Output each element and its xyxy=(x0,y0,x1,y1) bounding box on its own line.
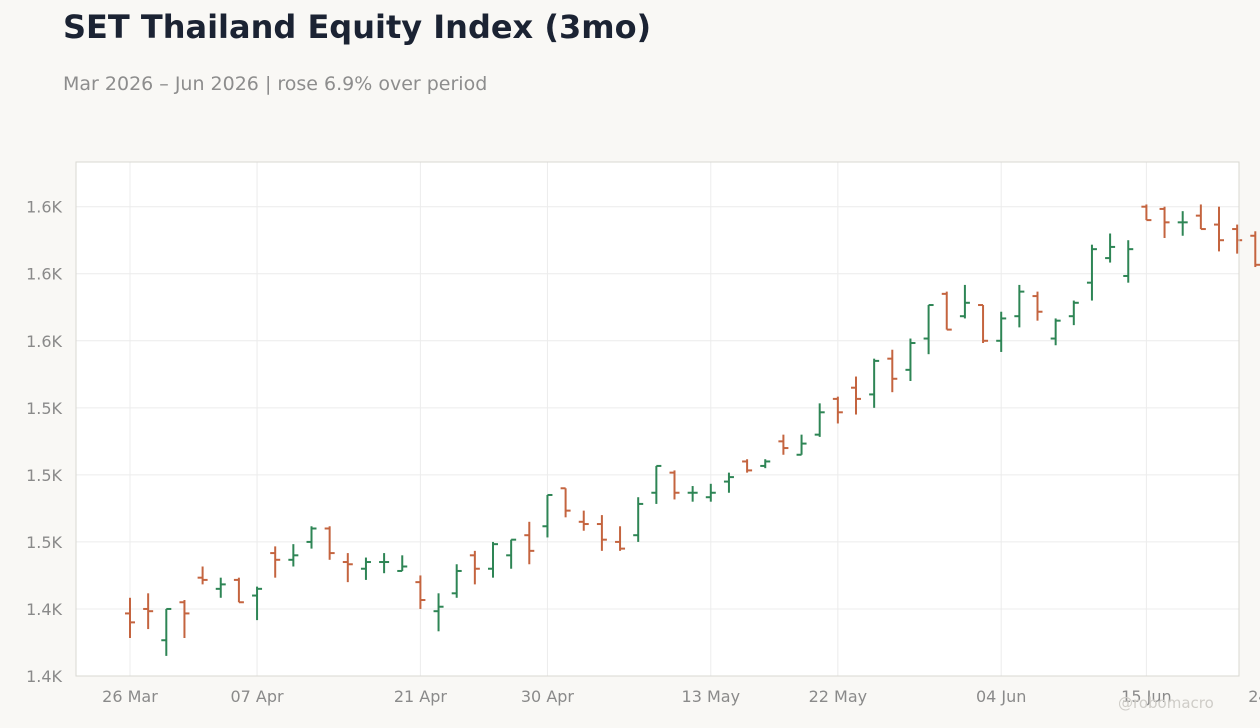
ohlc-bar xyxy=(814,403,825,437)
ohlc-bar xyxy=(233,577,244,604)
ohlc-bar xyxy=(1123,240,1134,283)
x-tick-label: 04 Jun xyxy=(976,687,1026,706)
x-tick-label: 15 Jun xyxy=(1121,687,1171,706)
ohlc-bar xyxy=(615,526,626,551)
ohlc-bar xyxy=(1086,244,1097,301)
ohlc-bar xyxy=(1250,231,1260,268)
y-axis: 1.4K 1.4K 1.5K 1.5K 1.5K 1.6K 1.6K 1.6K xyxy=(26,198,62,686)
ohlc-bar xyxy=(506,538,517,569)
ohlc-bar xyxy=(1214,206,1224,252)
ohlc-bar xyxy=(996,311,1007,352)
plot-area xyxy=(76,162,1239,676)
ohlc-bar xyxy=(415,575,426,609)
ohlc-bar xyxy=(869,358,880,408)
y-tick-label: 1.6K xyxy=(26,198,62,217)
ohlc-bar xyxy=(742,459,753,473)
ohlc-bar xyxy=(179,600,190,639)
ohlc-bar xyxy=(161,607,172,656)
ohlc-bar xyxy=(1050,318,1061,346)
ohlc-bar xyxy=(451,564,462,598)
y-tick-label: 1.5K xyxy=(26,399,62,418)
ohlc-bar xyxy=(851,376,861,415)
ohlc-bar xyxy=(941,291,952,331)
ohlc-bar xyxy=(887,349,898,393)
ohlc-bar xyxy=(560,487,571,518)
ohlc-bar xyxy=(433,593,444,632)
ohlc-bar xyxy=(379,553,390,574)
ohlc-bar xyxy=(705,483,716,502)
ohlc-bar xyxy=(1141,204,1152,222)
ohlc-bar xyxy=(832,396,843,424)
ohlc-bar xyxy=(1032,291,1043,321)
y-tick-label: 1.4K xyxy=(26,667,62,686)
ohlc-bar xyxy=(669,470,680,500)
ohlc-bar xyxy=(524,521,535,565)
y-tick-label: 1.4K xyxy=(26,600,62,619)
y-tick-label: 1.6K xyxy=(26,265,62,284)
ohlc-bar xyxy=(125,597,135,639)
ohlc-bar xyxy=(1068,300,1079,326)
chart-subtitle: Mar 2026 – Jun 2026 | rose 6.9% over per… xyxy=(63,73,488,95)
ohlc-bar xyxy=(197,566,208,585)
chart-title: SET Thailand Equity Index (3mo) xyxy=(63,8,652,46)
y-tick-label: 1.6K xyxy=(26,332,62,351)
x-tick-label: 22 May xyxy=(809,687,868,706)
ohlc-bar xyxy=(215,577,226,598)
ohlc-bar xyxy=(397,555,408,572)
ohlc-bar xyxy=(488,541,498,578)
ohlc-bar xyxy=(578,510,589,531)
ohlc-bar xyxy=(596,515,607,551)
ohlc-bar xyxy=(288,544,299,567)
ohlc-bar xyxy=(1177,211,1188,236)
ohlc-bar xyxy=(469,550,480,585)
ohlc-bar xyxy=(760,459,771,469)
ohlc-bar xyxy=(959,284,970,319)
ohlc-bar xyxy=(1232,224,1243,254)
ohlc-bar xyxy=(796,434,807,456)
plot-frame xyxy=(75,161,1240,677)
ohlc-bar xyxy=(1105,233,1116,263)
ohlc-bar xyxy=(143,593,154,630)
watermark: @robomacro xyxy=(1118,694,1214,712)
ohlc-bar xyxy=(360,557,371,580)
ohlc-bar xyxy=(342,553,353,583)
ohlc-bar xyxy=(252,586,263,621)
ohlc-bar xyxy=(324,526,335,560)
x-tick-label: 30 Apr xyxy=(521,687,575,706)
x-tick-label: 21 Apr xyxy=(394,687,448,706)
x-tick-label: 13 May xyxy=(682,687,741,706)
ohlc-bar xyxy=(306,526,317,549)
ohlc-bar xyxy=(1195,204,1206,231)
x-tick-label: 07 Apr xyxy=(230,687,284,706)
ohlc-bar xyxy=(1159,206,1170,238)
ohlc-bar xyxy=(633,497,644,542)
ohlc-bar xyxy=(923,304,934,355)
x-axis: 26 Mar 07 Apr 21 Apr 30 Apr 13 May 22 May 04 J… xyxy=(102,687,1260,706)
ohlc-bars xyxy=(125,204,1260,656)
ohlc-bar xyxy=(542,493,553,538)
ohlc-bar xyxy=(270,546,281,578)
y-tick-label: 1.5K xyxy=(26,533,62,552)
ohlc-bar xyxy=(723,472,734,493)
ohlc-bar xyxy=(978,304,989,344)
ohlc-bar xyxy=(1014,284,1025,328)
x-tick-label: 24 Jun xyxy=(1248,687,1260,706)
ohlc-bar xyxy=(778,434,789,455)
x-tick-label: 26 Mar xyxy=(102,687,158,706)
ohlc-bar xyxy=(905,338,916,382)
y-tick-label: 1.5K xyxy=(26,466,62,485)
ohlc-bar xyxy=(687,486,698,502)
ohlc-bar xyxy=(651,464,662,504)
